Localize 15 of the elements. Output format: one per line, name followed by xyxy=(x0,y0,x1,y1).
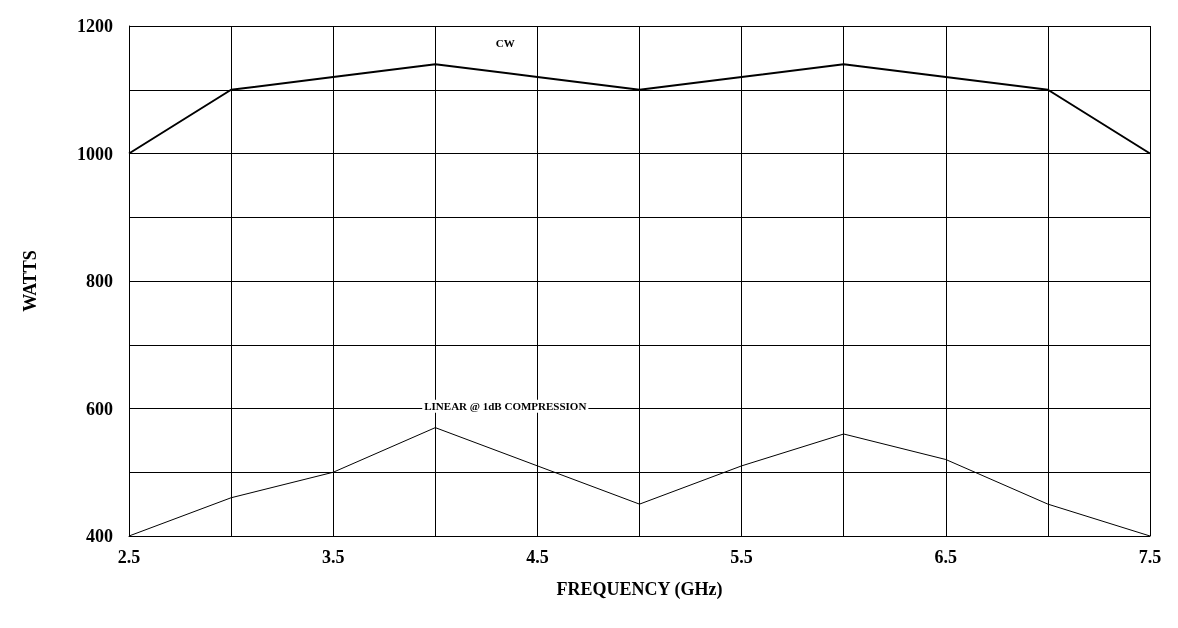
y-tick-label: 400 xyxy=(86,526,113,546)
x-tick-label: 3.5 xyxy=(321,547,345,567)
x-tick-label: 2.5 xyxy=(117,547,141,567)
y-tick-label: 1200 xyxy=(77,16,113,36)
series-label: LINEAR @ 1dB COMPRESSION xyxy=(424,400,587,413)
x-axis-title: FREQUENCY (GHz) xyxy=(556,579,723,600)
x-tick-label: 6.5 xyxy=(934,547,958,567)
y-axis-title: WATTS xyxy=(20,250,40,312)
x-tick-label: 7.5 xyxy=(1138,547,1162,567)
y-tick-label: 1000 xyxy=(77,143,113,164)
y-tick-label: 600 xyxy=(86,398,113,419)
text: CW xyxy=(495,36,515,49)
y-tick-label: 800 xyxy=(86,271,113,291)
x-tick-label: 5.5 xyxy=(730,547,753,567)
x-tick-label: 4.5 xyxy=(526,547,549,567)
